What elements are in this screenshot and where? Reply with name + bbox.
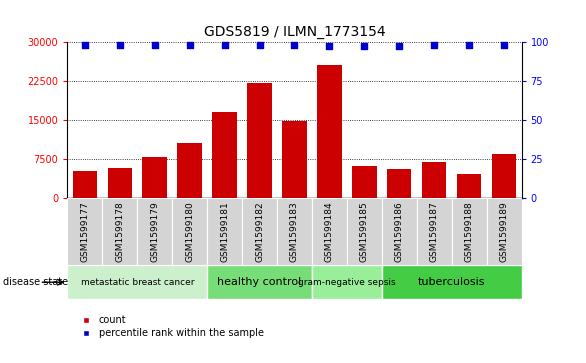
Text: GSM1599179: GSM1599179 <box>150 201 159 262</box>
Point <box>465 42 474 48</box>
Bar <box>486 198 522 265</box>
Point <box>325 44 334 49</box>
Bar <box>212 112 237 198</box>
Point <box>80 42 90 48</box>
Bar <box>382 198 417 265</box>
Point <box>394 44 404 49</box>
Text: healthy control: healthy control <box>217 277 302 287</box>
Text: disease state: disease state <box>3 277 68 287</box>
Text: GSM1599182: GSM1599182 <box>255 201 264 262</box>
Bar <box>142 157 167 198</box>
Point <box>290 42 299 48</box>
Point <box>430 42 439 48</box>
Bar <box>247 83 272 198</box>
Text: GSM1599181: GSM1599181 <box>220 201 229 262</box>
Text: GSM1599186: GSM1599186 <box>395 201 404 262</box>
Title: GDS5819 / ILMN_1773154: GDS5819 / ILMN_1773154 <box>204 25 385 39</box>
Bar <box>137 198 172 265</box>
Point <box>499 42 509 48</box>
Bar <box>282 121 306 198</box>
Text: GSM1599180: GSM1599180 <box>185 201 194 262</box>
Legend: count, percentile rank within the sample: count, percentile rank within the sample <box>72 311 267 342</box>
Text: GSM1599189: GSM1599189 <box>500 201 509 262</box>
Bar <box>277 198 312 265</box>
Text: gram-negative sepsis: gram-negative sepsis <box>298 278 396 287</box>
Bar <box>207 198 242 265</box>
Bar <box>67 198 103 265</box>
Bar <box>73 171 97 198</box>
Point <box>185 42 195 48</box>
Text: GSM1599178: GSM1599178 <box>115 201 124 262</box>
Bar <box>347 198 382 265</box>
Bar <box>108 168 132 198</box>
Bar <box>417 198 452 265</box>
Text: GSM1599185: GSM1599185 <box>360 201 369 262</box>
Bar <box>242 198 277 265</box>
Bar <box>312 198 347 265</box>
Bar <box>352 166 377 198</box>
Bar <box>67 265 207 299</box>
Bar <box>103 198 137 265</box>
Text: metastatic breast cancer: metastatic breast cancer <box>80 278 194 287</box>
Bar <box>172 198 207 265</box>
Bar <box>312 265 382 299</box>
Bar <box>178 143 202 198</box>
Bar <box>382 265 522 299</box>
Point <box>360 44 369 49</box>
Bar <box>387 169 411 198</box>
Bar <box>317 65 342 198</box>
Bar <box>422 163 447 198</box>
Text: tuberculosis: tuberculosis <box>418 277 485 287</box>
Point <box>115 42 124 48</box>
Point <box>255 42 264 48</box>
Point <box>220 42 229 48</box>
Bar <box>207 265 312 299</box>
Point <box>150 42 159 48</box>
Text: GSM1599187: GSM1599187 <box>430 201 439 262</box>
Bar <box>492 154 516 198</box>
Text: GSM1599184: GSM1599184 <box>325 201 334 262</box>
Text: GSM1599183: GSM1599183 <box>290 201 299 262</box>
Text: GSM1599188: GSM1599188 <box>465 201 473 262</box>
Bar <box>452 198 486 265</box>
Text: GSM1599177: GSM1599177 <box>80 201 89 262</box>
Bar <box>457 175 481 198</box>
